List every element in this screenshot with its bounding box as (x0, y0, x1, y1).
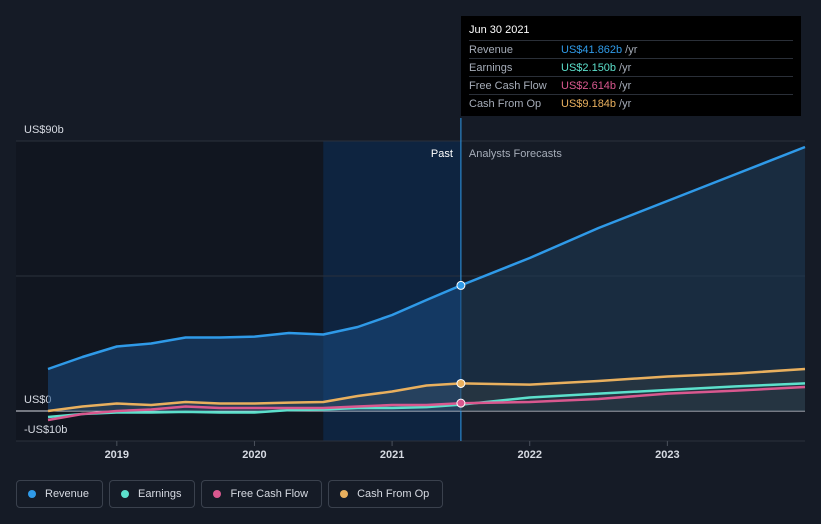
revenue-line-forecast (460, 145, 806, 287)
earnings-line-forecast (460, 382, 806, 406)
legend-item-earnings[interactable]: Earnings (109, 480, 196, 508)
tooltip-row-free-cash-flow: Free Cash Flow US$2.614b /yr (469, 76, 793, 94)
tooltip-value: US$2.150b (561, 61, 617, 74)
free-cash-flow-line-forecast (460, 385, 806, 405)
tooltip-unit: /yr (619, 79, 632, 92)
tooltip-unit: /yr (619, 61, 632, 74)
legend-dot-icon (28, 490, 36, 498)
past-label: Past (431, 148, 453, 160)
data-tooltip: Jun 30 2021 Revenue US$41.862b /yr Earni… (461, 16, 801, 116)
legend-label: Earnings (138, 488, 182, 500)
tooltip-row-cash-from-op: Cash From Op US$9.184b /yr (469, 94, 793, 112)
revenue-area-forecast (460, 147, 805, 411)
x-tick-label: 2023 (655, 449, 679, 461)
tooltip-value: US$41.862b (561, 43, 623, 56)
cash-from-op-line-past (47, 382, 461, 413)
tooltip-row-revenue: Revenue US$41.862b /yr (469, 40, 793, 58)
cash-from-op-marker (456, 378, 466, 388)
free-cash-flow-marker (456, 398, 466, 408)
legend-label: Revenue (45, 488, 90, 500)
legend-item-cash-from-op[interactable]: Cash From Op (328, 480, 444, 508)
x-tick-label: 2019 (105, 449, 129, 461)
cash-from-op-line-forecast (460, 367, 806, 386)
tooltip-date: Jun 30 2021 (469, 24, 530, 36)
tooltip-row-earnings: Earnings US$2.150b /yr (469, 58, 793, 76)
legend-item-revenue[interactable]: Revenue (16, 480, 104, 508)
tooltip-label: Free Cash Flow (469, 79, 547, 92)
revenue-line-past (47, 284, 462, 371)
x-tick-label: 2021 (380, 449, 404, 461)
revenue-area-past (48, 285, 461, 411)
x-tick-label: 2020 (242, 449, 266, 461)
tooltip-value: US$2.614b (561, 79, 617, 92)
legend-dot-icon (121, 490, 130, 498)
legend-item-free-cash-flow[interactable]: Free Cash Flow (201, 480, 323, 508)
y-tick-label: US$0 (24, 394, 52, 406)
legend-label: Cash From Op (357, 488, 430, 500)
cash-from-op-area-past (48, 383, 461, 411)
legend-dot-icon (340, 490, 349, 498)
y-tick-label: -US$10b (24, 424, 67, 436)
tooltip-label: Revenue (469, 43, 514, 56)
x-tick-label: 2022 (517, 449, 541, 461)
tooltip-value: US$9.184b (561, 97, 617, 110)
tooltip-unit: /yr (619, 97, 632, 110)
tooltip-label: Earnings (469, 61, 513, 74)
y-tick-label: US$90b (24, 124, 64, 136)
revenue-marker (456, 280, 466, 290)
free-cash-flow-line-past (47, 401, 461, 422)
forecast-label: Analysts Forecasts (469, 148, 562, 160)
legend-dot-icon (213, 490, 222, 498)
earnings-line-past (47, 403, 461, 419)
tooltip-label: Cash From Op (469, 97, 542, 110)
legend-label: Free Cash Flow (230, 488, 309, 500)
chart-legend: Revenue Earnings Free Cash Flow Cash Fro… (16, 480, 444, 508)
tooltip-unit: /yr (625, 43, 638, 56)
